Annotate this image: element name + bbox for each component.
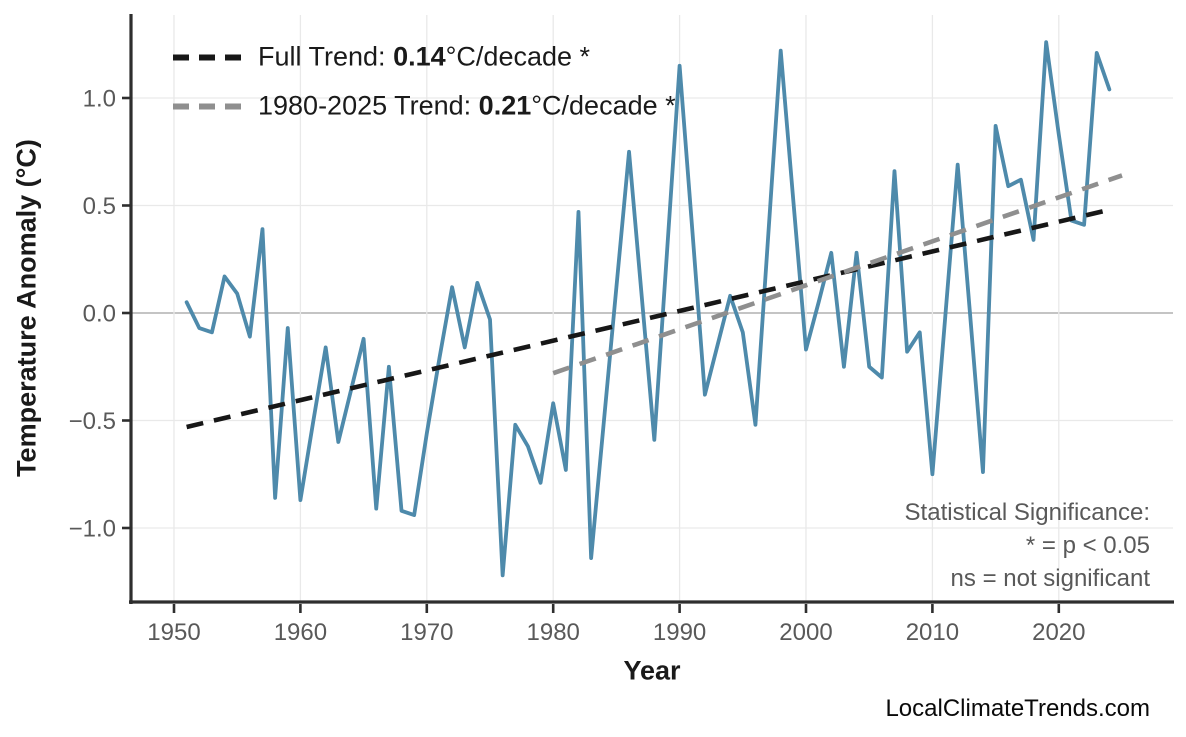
legend-label-full-trend: Full Trend: 0.14°C/decade * <box>258 42 590 73</box>
significance-note: Statistical Significance: * = p < 0.05 n… <box>905 496 1150 595</box>
significance-note-line-p: * = p < 0.05 <box>1025 532 1150 559</box>
legend-recent-trend-prefix: 1980-2025 Trend: <box>258 90 479 121</box>
y-tick-label: 0.0 <box>83 301 116 328</box>
x-tick-label: 1980 <box>527 619 580 646</box>
legend-full-trend-prefix: Full Trend: <box>258 41 394 72</box>
y-tick-label: 0.5 <box>83 193 116 220</box>
x-tick-label: 2020 <box>1032 619 1085 646</box>
legend-full-trend-suffix: °C/decade * <box>445 41 591 72</box>
recent-trend-dash-swatch <box>173 103 241 109</box>
x-tick-label: 1960 <box>274 619 327 646</box>
x-tick-label: 2000 <box>779 619 832 646</box>
legend-label-recent-trend: 1980-2025 Trend: 0.21°C/decade * <box>258 91 676 122</box>
y-tick-label: −1.0 <box>69 516 116 543</box>
legend-full-trend-value: 0.14 <box>393 41 446 72</box>
x-axis-title: Year <box>623 655 681 686</box>
full-trend-dash-swatch <box>173 54 241 60</box>
x-tick-label: 2010 <box>906 619 959 646</box>
x-tick-label: 1990 <box>653 619 706 646</box>
x-tick-label: 1950 <box>147 619 200 646</box>
legend-item-full-trend: Full Trend: 0.14°C/decade * <box>172 42 590 73</box>
recent-trend-line <box>552 173 1123 376</box>
significance-note-line-ns: ns = not significant <box>950 565 1150 592</box>
legend-item-recent-trend: 1980-2025 Trend: 0.21°C/decade * <box>172 91 676 122</box>
y-axis-title: Temperature Anomaly (°C) <box>11 139 42 477</box>
full-trend-line <box>186 207 1110 430</box>
x-tick-label: 1970 <box>400 619 453 646</box>
watermark: LocalClimateTrends.com <box>885 695 1150 722</box>
temperature-anomaly-line <box>184 40 1112 578</box>
legend-recent-trend-value: 0.21 <box>478 90 532 121</box>
y-tick-label: 1.0 <box>83 86 116 113</box>
y-tick-label: −0.5 <box>69 408 116 435</box>
legend-recent-trend-suffix: °C/decade * <box>531 90 676 121</box>
significance-note-title: Statistical Significance: <box>904 499 1150 526</box>
